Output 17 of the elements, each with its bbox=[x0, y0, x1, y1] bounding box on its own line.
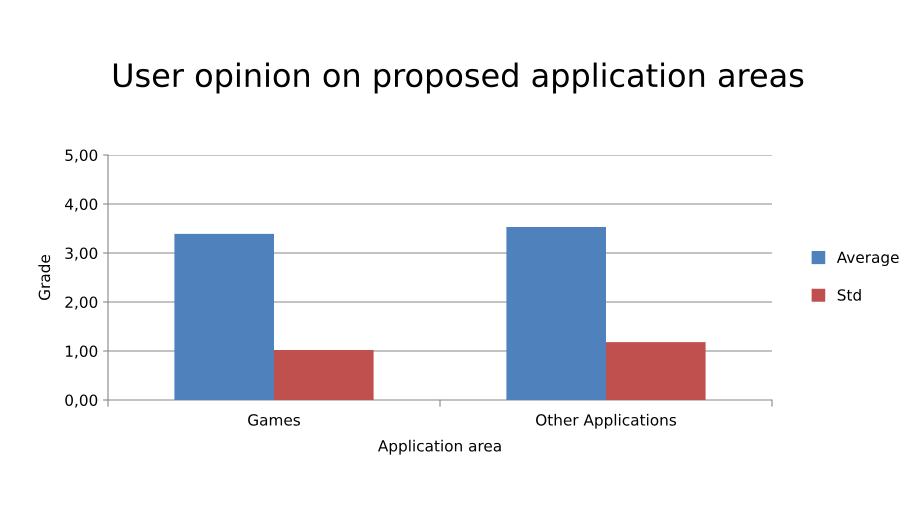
y-axis-title: Grade bbox=[38, 255, 50, 300]
x-axis-title: Application area bbox=[378, 440, 501, 455]
y-tick-label: 1,00 bbox=[66, 345, 98, 359]
legend-label: Std bbox=[838, 288, 861, 301]
bar bbox=[606, 342, 706, 400]
y-tick-label: 4,00 bbox=[65, 198, 98, 212]
chart-title: User opinion on proposed application areas bbox=[114, 62, 804, 94]
x-tick-label: Other Applications bbox=[536, 414, 676, 429]
x-tick-label: Games bbox=[248, 414, 300, 426]
bar bbox=[506, 227, 606, 400]
bar bbox=[174, 234, 274, 400]
y-tick-label: 2,00 bbox=[65, 296, 98, 310]
y-tick-label: 3,00 bbox=[65, 247, 98, 261]
y-tick-label: 0,00 bbox=[65, 394, 98, 408]
bar bbox=[274, 350, 374, 400]
y-tick-label: 5,00 bbox=[65, 149, 98, 163]
legend-label: Average bbox=[836, 252, 899, 266]
